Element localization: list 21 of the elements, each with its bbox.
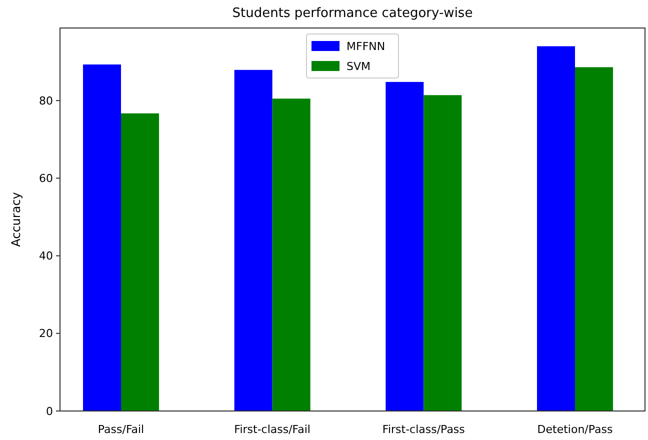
bar xyxy=(386,82,424,411)
chart-title: Students performance category-wise xyxy=(232,6,473,21)
legend-label: SVM xyxy=(346,60,370,73)
x-tick-label: First-class/Pass xyxy=(382,423,466,436)
x-tick-label: Pass/Fail xyxy=(98,423,144,436)
y-tick-label: 40 xyxy=(39,250,53,263)
y-axis-title: Accuracy xyxy=(9,192,23,247)
y-tick-label: 80 xyxy=(39,94,53,108)
bar xyxy=(83,64,121,411)
legend-label: MFFNN xyxy=(346,40,386,53)
y-tick-label: 0 xyxy=(46,404,53,418)
x-tick-label: Detetion/Pass xyxy=(537,423,613,436)
y-tick-label: 20 xyxy=(39,327,53,340)
x-tick-label: First-class/Fail xyxy=(234,423,310,436)
bar xyxy=(121,113,159,411)
bar xyxy=(575,67,613,411)
bar xyxy=(234,70,272,411)
y-tick-label: 60 xyxy=(39,172,53,186)
bar xyxy=(272,98,310,411)
bar xyxy=(537,46,575,411)
bar xyxy=(424,95,462,411)
